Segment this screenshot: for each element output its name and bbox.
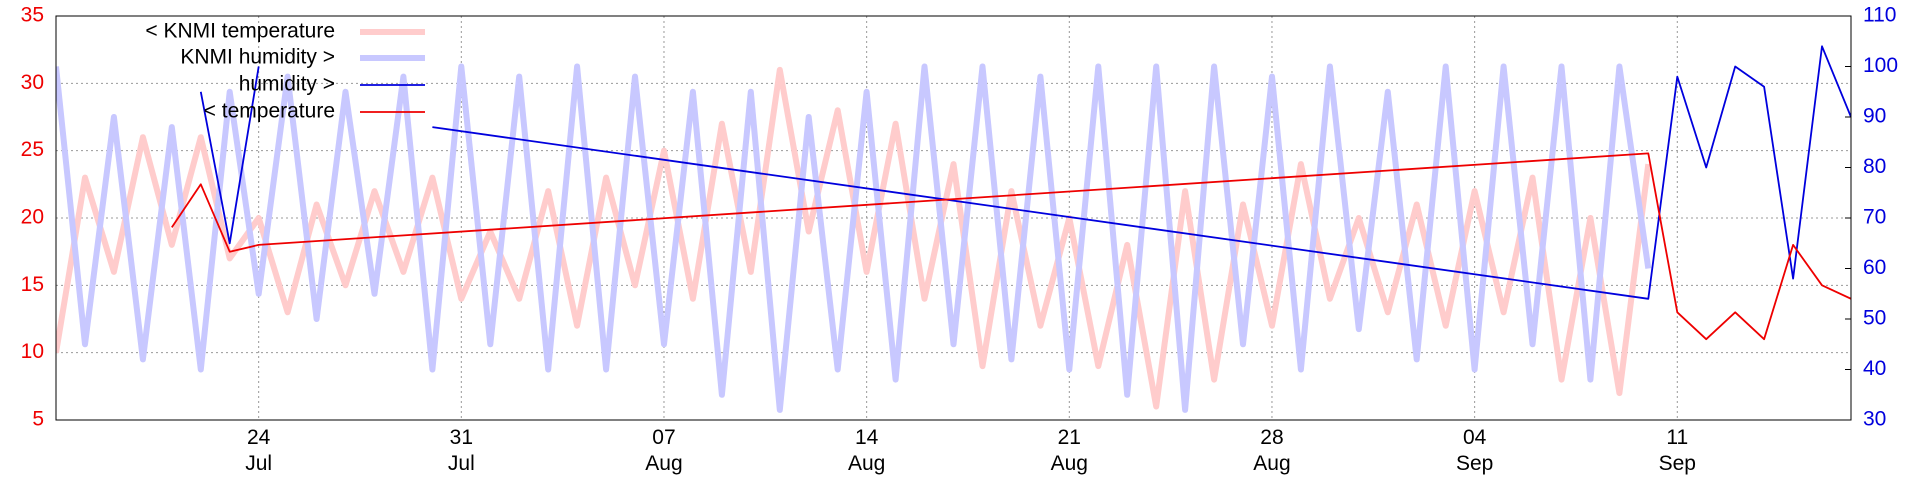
y-tick-label: 20: [21, 206, 44, 229]
y-tick-label: 15: [21, 273, 44, 296]
legend-label: humidity >: [239, 73, 335, 96]
legend-label: < temperature: [204, 100, 335, 123]
plot-area: [56, 45, 1851, 413]
y2-tick-label: 40: [1863, 357, 1886, 380]
y2-tick-label: 30: [1863, 408, 1886, 431]
x-tick-label: 21 Aug: [1051, 426, 1088, 475]
axis-labels: 5 10 15 20 25 30 35 30 40 50 60 70 80 90 100 110 24 Jul 31…: [21, 4, 1898, 475]
series-line: [56, 66, 1652, 410]
x-tick-label: 28 Aug: [1253, 426, 1290, 475]
legend-label: < KNMI temperature: [145, 20, 335, 43]
y-tick-label: 5: [32, 408, 44, 431]
series-line: [56, 63, 1652, 413]
x-tick-label: 11 Sep: [1659, 426, 1696, 475]
y2-tick-label: 80: [1863, 155, 1886, 178]
series-line: [171, 152, 1851, 341]
x-tick-label: 31 Jul: [448, 426, 475, 475]
legend: < KNMI temperature KNMI humidity > humidit…: [145, 20, 425, 123]
x-tick-label: 07 Aug: [645, 426, 682, 475]
y2-tick-label: 50: [1863, 307, 1886, 330]
y2-tick-label: 70: [1863, 206, 1886, 229]
y-tick-label: 25: [21, 138, 44, 161]
x-tick-label: 04 Sep: [1456, 426, 1493, 475]
y-tick-label: 35: [21, 4, 44, 27]
y2-tick-label: 60: [1863, 256, 1886, 279]
legend-label: KNMI humidity >: [180, 46, 335, 69]
series-line: [199, 45, 1851, 300]
x-tick-label: 24 Jul: [245, 426, 272, 475]
y-tick-label: 10: [21, 340, 44, 363]
y-tick-label: 30: [21, 71, 44, 94]
y2-tick-label: 100: [1863, 54, 1898, 77]
y2-tick-label: 110: [1863, 4, 1896, 27]
x-tick-label: 14 Aug: [848, 426, 885, 475]
y2-tick-label: 90: [1863, 105, 1886, 128]
